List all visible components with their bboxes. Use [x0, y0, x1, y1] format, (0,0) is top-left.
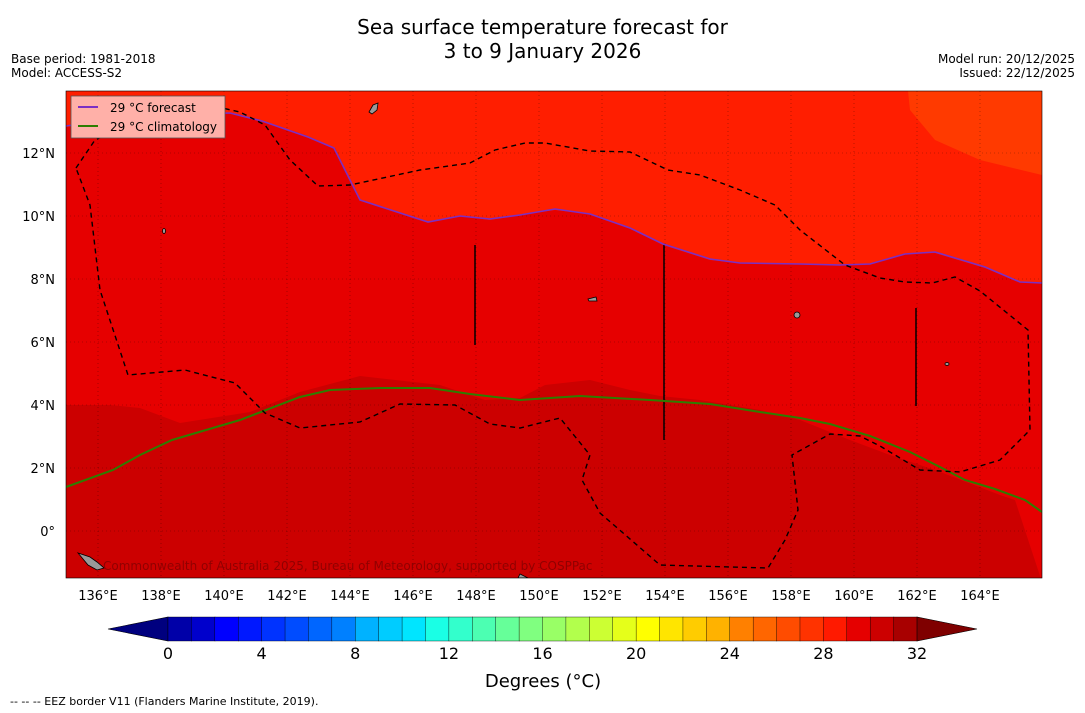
- sst-map-area: Commonwealth of Australia 2025, Bureau o…: [66, 91, 1042, 578]
- lon-label: 164°E: [960, 589, 1000, 604]
- lon-label: 140°E: [204, 589, 244, 604]
- lon-label: 148°E: [456, 589, 496, 604]
- colorbar-tick-label: 4: [257, 644, 267, 663]
- colorbar-swatch: [893, 616, 918, 642]
- map-title-line1: Sea surface temperature forecast for: [357, 15, 728, 39]
- colorbar-swatch: [589, 616, 614, 642]
- forecast-29c-isotherm: [66, 112, 1042, 284]
- lon-label: 152°E: [582, 589, 622, 604]
- colorbar-swatch: [331, 616, 356, 642]
- lat-label: 8°N: [31, 273, 56, 288]
- map-frame: [65, 90, 1043, 579]
- latitude-axis: 12°N 10°N 8°N 6°N 4°N 2°N 0°: [22, 147, 55, 540]
- colorbar-swatch: [518, 616, 543, 642]
- sst-region-warm-pool: [66, 376, 1041, 578]
- lat-label: 2°N: [31, 462, 56, 477]
- colorbar-swatch: [542, 616, 567, 642]
- colorbar-tick-label: 0: [163, 644, 173, 663]
- lon-label: 162°E: [897, 589, 937, 604]
- map-gridlines: [66, 91, 1042, 578]
- colorbar-swatch: [284, 616, 309, 642]
- issued-label: Issued: 22/12/2025: [959, 66, 1075, 80]
- colorbar-swatch: [612, 616, 637, 642]
- map-legend: 29 °C forecast 29 °C climatology: [70, 95, 226, 139]
- colorbar-swatch: [214, 616, 239, 642]
- colorbar-tick-label: 16: [532, 644, 552, 663]
- colorbar-swatch: [308, 616, 333, 642]
- lat-label: 0°: [40, 525, 55, 540]
- colorbar-swatch: [425, 616, 450, 642]
- data-artifact-lines: [474, 245, 917, 440]
- eez-footnote: -- -- -- EEZ border V11 (Flanders Marine…: [10, 695, 319, 708]
- colorbar-label: Degrees (°C): [485, 671, 601, 692]
- colorbar-tick-label: 28: [813, 644, 833, 663]
- colorbar-swatch: [823, 616, 848, 642]
- lon-label: 146°E: [393, 589, 433, 604]
- model-label: Model: ACCESS-S2: [11, 66, 123, 80]
- lat-label: 6°N: [31, 336, 56, 351]
- lat-label: 10°N: [22, 210, 55, 225]
- colorbar-swatch: [659, 616, 684, 642]
- colorbar-swatch: [355, 616, 380, 642]
- colorbar-swatch: [167, 616, 192, 642]
- colorbar-swatch: [869, 616, 895, 642]
- islands: [76, 102, 950, 578]
- colorbar-swatch: [261, 616, 286, 642]
- lon-label: 138°E: [141, 589, 181, 604]
- colorbar-swatch: [378, 616, 403, 642]
- climatology-29c-isotherm: [66, 387, 1042, 513]
- colorbar-swatch: [448, 616, 473, 642]
- model-run-label: Model run: 20/12/2025: [937, 52, 1075, 66]
- longitude-axis: 136°E 138°E 140°E 142°E 144°E 146°E 148°…: [78, 589, 1000, 604]
- colorbar-swatch: [846, 616, 871, 642]
- colorbar-swatch: [729, 616, 754, 642]
- sst-region-orange: [908, 91, 1042, 175]
- lon-label: 142°E: [267, 589, 307, 604]
- lon-label: 158°E: [771, 589, 811, 604]
- lon-label: 156°E: [708, 589, 748, 604]
- colorbar: 0 4 8 12 16 20 24 28 32: [107, 616, 978, 663]
- colorbar-tick-label: 32: [907, 644, 927, 663]
- lon-label: 144°E: [330, 589, 370, 604]
- colorbar-swatch: [752, 616, 778, 642]
- lat-label: 12°N: [22, 147, 55, 162]
- map-title-line2: 3 to 9 January 2026: [443, 39, 642, 63]
- lon-label: 154°E: [645, 589, 685, 604]
- base-period-label: Base period: 1981-2018: [11, 52, 156, 66]
- colorbar-swatch: [682, 616, 707, 642]
- colorbar-swatch: [799, 616, 824, 642]
- colorbar-extend-high: [916, 616, 978, 642]
- colorbar-swatch: [401, 616, 426, 642]
- lat-label: 4°N: [31, 399, 56, 414]
- colorbar-tick-label: 24: [720, 644, 740, 663]
- colorbar-swatch: [495, 616, 520, 642]
- colorbar-tick-label: 8: [350, 644, 360, 663]
- colorbar-swatch: [776, 616, 801, 642]
- colorbar-extend-low: [107, 616, 169, 642]
- colorbar-swatch: [191, 616, 216, 642]
- colorbar-swatch: [565, 616, 590, 642]
- colorbar-swatch: [238, 616, 263, 642]
- colorbar-swatch: [472, 616, 497, 642]
- map-watermark: Commonwealth of Australia 2025, Bureau o…: [103, 559, 593, 573]
- lon-label: 160°E: [834, 589, 874, 604]
- lon-label: 136°E: [78, 589, 118, 604]
- eez-border: [75, 102, 1031, 569]
- colorbar-tick-label: 20: [626, 644, 646, 663]
- colorbar-tick-label: 12: [439, 644, 459, 663]
- legend-climatology-label: 29 °C climatology: [110, 120, 217, 134]
- legend-forecast-label: 29 °C forecast: [110, 101, 196, 115]
- lon-label: 150°E: [519, 589, 559, 604]
- colorbar-swatch: [635, 616, 661, 642]
- colorbar-swatch: [706, 616, 731, 642]
